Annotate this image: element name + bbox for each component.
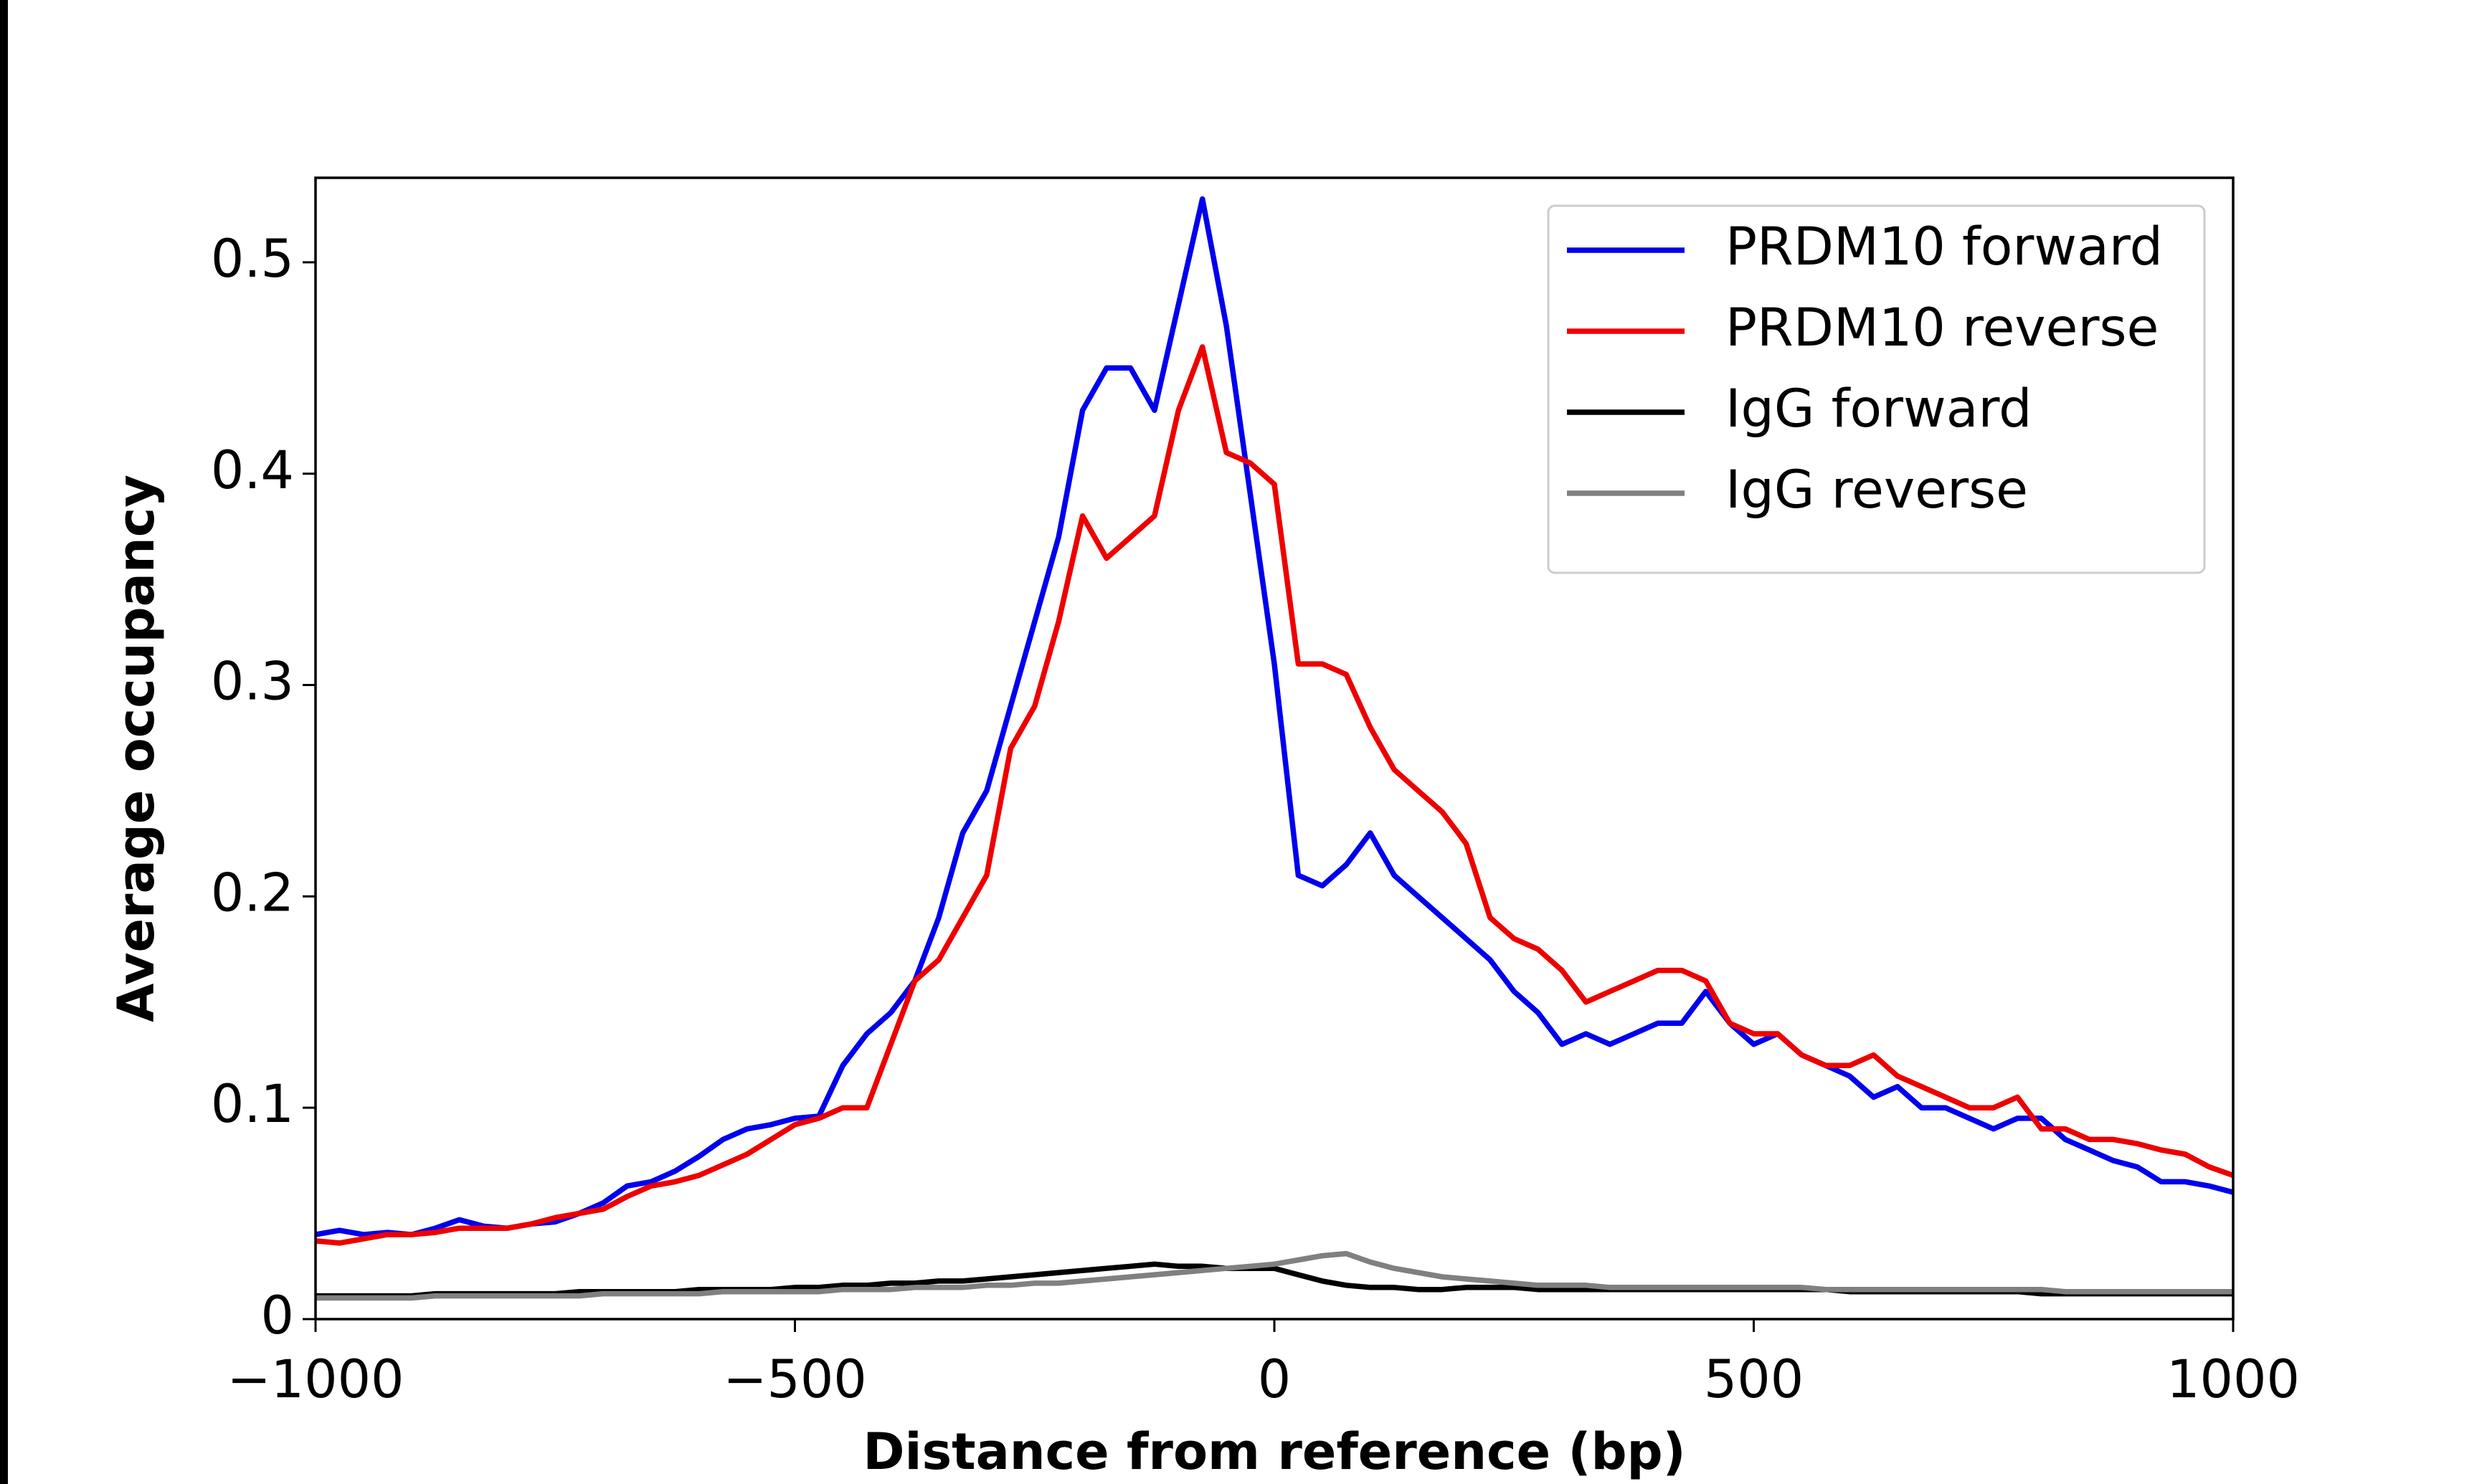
data-line [315, 344, 2235, 1246]
legend-box [1547, 204, 2206, 574]
x-tick-label: 500 [1704, 1349, 1804, 1410]
y-tick-label: 0.5 [211, 229, 294, 290]
x-tick-label: −1000 [227, 1349, 404, 1410]
legend-label: PRDM10 reverse [1725, 298, 2159, 358]
x-tick-label: 1000 [2166, 1349, 2300, 1410]
y-tick-label: 0.2 [211, 862, 294, 923]
x-tick-label: −500 [723, 1349, 867, 1410]
y-tick-label: 0.4 [211, 440, 294, 501]
y-tick-label: 0.1 [211, 1074, 294, 1135]
plot-frame [314, 176, 2235, 1321]
x-axis-label: Distance from reference (bp) [863, 1422, 1685, 1481]
legend-label: PRDM10 forward [1725, 217, 2163, 277]
legend-label: IgG reverse [1725, 460, 2028, 520]
legend-label: IgG forward [1725, 379, 2032, 439]
data-line [316, 1250, 2233, 1301]
x-tick-label: 0 [1258, 1349, 1291, 1410]
y-tick-label: 0 [261, 1285, 294, 1346]
y-axis-label: Average occupancy [107, 475, 166, 1022]
y-tick-label: 0.3 [211, 652, 294, 713]
data-line [315, 196, 2234, 1237]
left-border [0, 0, 8, 1484]
